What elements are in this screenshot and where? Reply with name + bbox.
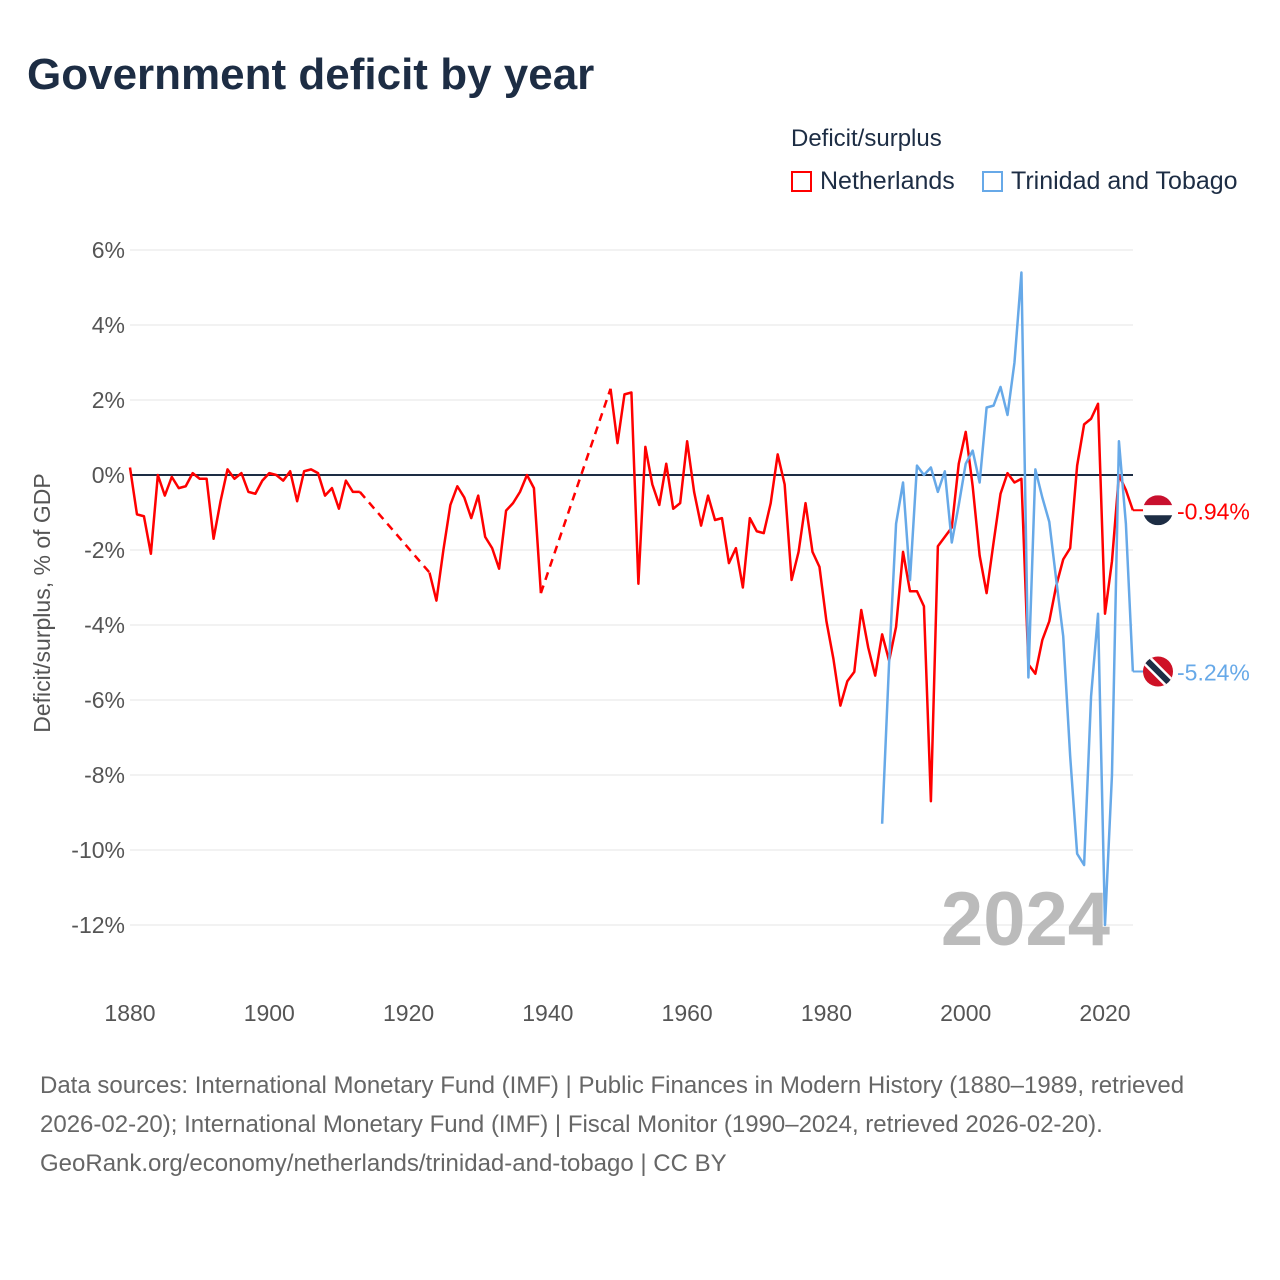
credit-link[interactable]: GeoRank.org/economy/netherlands/trinidad… [40,1150,727,1177]
gap-dashed-line-0 [358,491,431,574]
series-line-0 [428,473,543,602]
y-tick-label: -8% [84,762,125,788]
x-tick-label: 1880 [104,1000,155,1026]
y-tick-label: -4% [84,612,125,638]
x-tick-label: 1980 [801,1000,852,1026]
y-tick-label: 0% [92,462,125,488]
x-tick-label: 1940 [522,1000,573,1026]
series-line-0 [128,467,360,555]
y-tick-label: -10% [71,837,125,863]
page-title: Government deficit by year [27,50,595,99]
y-tick-label: 4% [92,312,125,338]
x-tick-label: 1960 [662,1000,713,1026]
x-tick-label: 2000 [940,1000,991,1026]
y-axis-label: Deficit/surplus, % of GDP [29,473,55,732]
end-value-label: -0.94% [1177,498,1250,524]
y-tick-label: -12% [71,912,125,938]
x-tick-label: 1900 [244,1000,295,1026]
trinidad-flag-icon [1143,656,1173,687]
year-label: 2024 [941,877,1110,962]
legend-swatch [982,171,1003,192]
legend-item-trinidad[interactable]: Trinidad and Tobago [982,167,1238,196]
end-value-label: -5.24% [1177,660,1250,686]
series-line-1 [880,271,1135,927]
legend-swatch [791,171,812,192]
data-sources: Data sources: International Monetary Fun… [40,1072,1185,1138]
netherlands-flag-icon [1143,495,1173,526]
y-tick-label: -6% [84,687,125,713]
series-line-0 [609,388,1135,803]
x-tick-label: 2020 [1079,1000,1130,1026]
legend-item-netherlands[interactable]: Netherlands [791,167,955,196]
x-tick-label: 1920 [383,1000,434,1026]
y-tick-label: 6% [92,237,125,263]
gap-dashed-line-0 [539,388,612,594]
legend-label: Trinidad and Tobago [1011,167,1238,195]
legend-label: Netherlands [820,167,955,195]
y-tick-label: -2% [84,537,125,563]
y-tick-label: 2% [92,387,125,413]
footer: Data sources: International Monetary Fun… [40,1066,1240,1183]
legend-title: Deficit/surplus [791,125,942,152]
